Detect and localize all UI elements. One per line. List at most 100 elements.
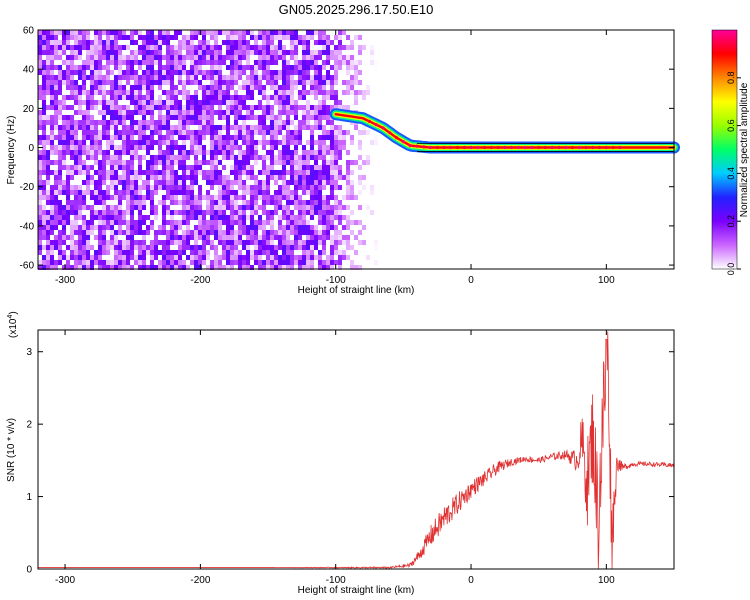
noise-cell — [242, 225, 246, 230]
noise-cell — [306, 250, 310, 255]
noise-cell — [358, 240, 362, 245]
noise-cell — [178, 210, 182, 215]
noise-cell — [230, 40, 234, 45]
noise-cell — [82, 225, 86, 230]
noise-cell — [86, 235, 90, 240]
noise-cell — [38, 180, 42, 185]
noise-cell — [190, 75, 194, 80]
noise-cell — [346, 170, 350, 175]
noise-cell — [114, 50, 118, 55]
noise-cell — [74, 30, 78, 35]
noise-cell — [314, 115, 318, 120]
noise-cell — [190, 170, 194, 175]
noise-cell — [202, 100, 206, 105]
noise-cell — [262, 235, 266, 240]
noise-cell — [274, 135, 278, 140]
noise-cell — [154, 100, 158, 105]
noise-cell — [266, 210, 270, 215]
noise-cell — [54, 90, 58, 95]
noise-cell — [326, 50, 330, 55]
noise-cell — [278, 205, 282, 210]
noise-cell — [362, 240, 366, 245]
noise-cell — [138, 160, 142, 165]
noise-cell — [322, 100, 326, 105]
noise-cell — [314, 235, 318, 240]
noise-cell — [210, 120, 214, 125]
noise-cell — [118, 255, 122, 260]
noise-cell — [182, 265, 186, 270]
ridge-point — [408, 144, 412, 148]
ridge-point — [381, 126, 385, 130]
noise-cell — [230, 125, 234, 130]
noise-cell — [318, 125, 322, 130]
noise-cell — [246, 190, 250, 195]
noise-cell — [90, 255, 94, 260]
noise-cell — [258, 225, 262, 230]
noise-cell — [306, 30, 310, 35]
noise-cell — [190, 175, 194, 180]
noise-cell — [150, 190, 154, 195]
noise-cell — [346, 255, 350, 260]
noise-cell — [314, 85, 318, 90]
noise-cell — [118, 35, 122, 40]
noise-cell — [298, 135, 302, 140]
noise-cell — [198, 205, 202, 210]
noise-cell — [186, 230, 190, 235]
noise-cell — [330, 250, 334, 255]
noise-cell — [254, 50, 258, 55]
noise-cell — [70, 50, 74, 55]
noise-cell — [306, 155, 310, 160]
noise-cell — [318, 70, 322, 75]
noise-cell — [338, 150, 342, 155]
noise-cell — [278, 100, 282, 105]
noise-cell — [254, 240, 258, 245]
noise-cell — [278, 220, 282, 225]
noise-cell — [158, 150, 162, 155]
noise-cell — [302, 50, 306, 55]
noise-cell — [254, 260, 258, 265]
noise-cell — [306, 70, 310, 75]
noise-cell — [38, 215, 42, 220]
noise-cell — [142, 70, 146, 75]
noise-cell — [166, 260, 170, 265]
noise-cell — [186, 255, 190, 260]
noise-cell — [62, 135, 66, 140]
noise-cell — [210, 50, 214, 55]
noise-cell — [130, 70, 134, 75]
noise-cell — [134, 260, 138, 265]
noise-cell — [294, 110, 298, 115]
noise-cell — [114, 130, 118, 135]
noise-cell — [190, 45, 194, 50]
noise-cell — [162, 185, 166, 190]
ridge-point — [618, 145, 622, 150]
noise-cell — [230, 155, 234, 160]
noise-cell — [230, 70, 234, 75]
noise-cell — [214, 180, 218, 185]
noise-cell — [238, 85, 242, 90]
noise-cell — [370, 55, 374, 60]
noise-cell — [138, 130, 142, 135]
spectrogram-x-label: Height of straight line (km) — [298, 285, 415, 296]
noise-cell — [210, 230, 214, 235]
noise-cell — [278, 200, 282, 205]
noise-cell — [322, 175, 326, 180]
noise-cell — [178, 145, 182, 150]
noise-cell — [318, 250, 322, 255]
noise-cell — [166, 60, 170, 65]
noise-cell — [126, 70, 130, 75]
noise-cell — [238, 75, 242, 80]
noise-cell — [306, 185, 310, 190]
noise-cell — [90, 50, 94, 55]
noise-cell — [258, 105, 262, 110]
noise-cell — [118, 215, 122, 220]
noise-cell — [166, 220, 170, 225]
noise-cell — [146, 140, 150, 145]
noise-cell — [226, 235, 230, 240]
noise-cell — [294, 240, 298, 245]
noise-cell — [106, 145, 110, 150]
noise-cell — [94, 100, 98, 105]
noise-cell — [282, 100, 286, 105]
noise-cell — [358, 265, 362, 270]
noise-cell — [162, 65, 166, 70]
noise-cell — [346, 220, 350, 225]
